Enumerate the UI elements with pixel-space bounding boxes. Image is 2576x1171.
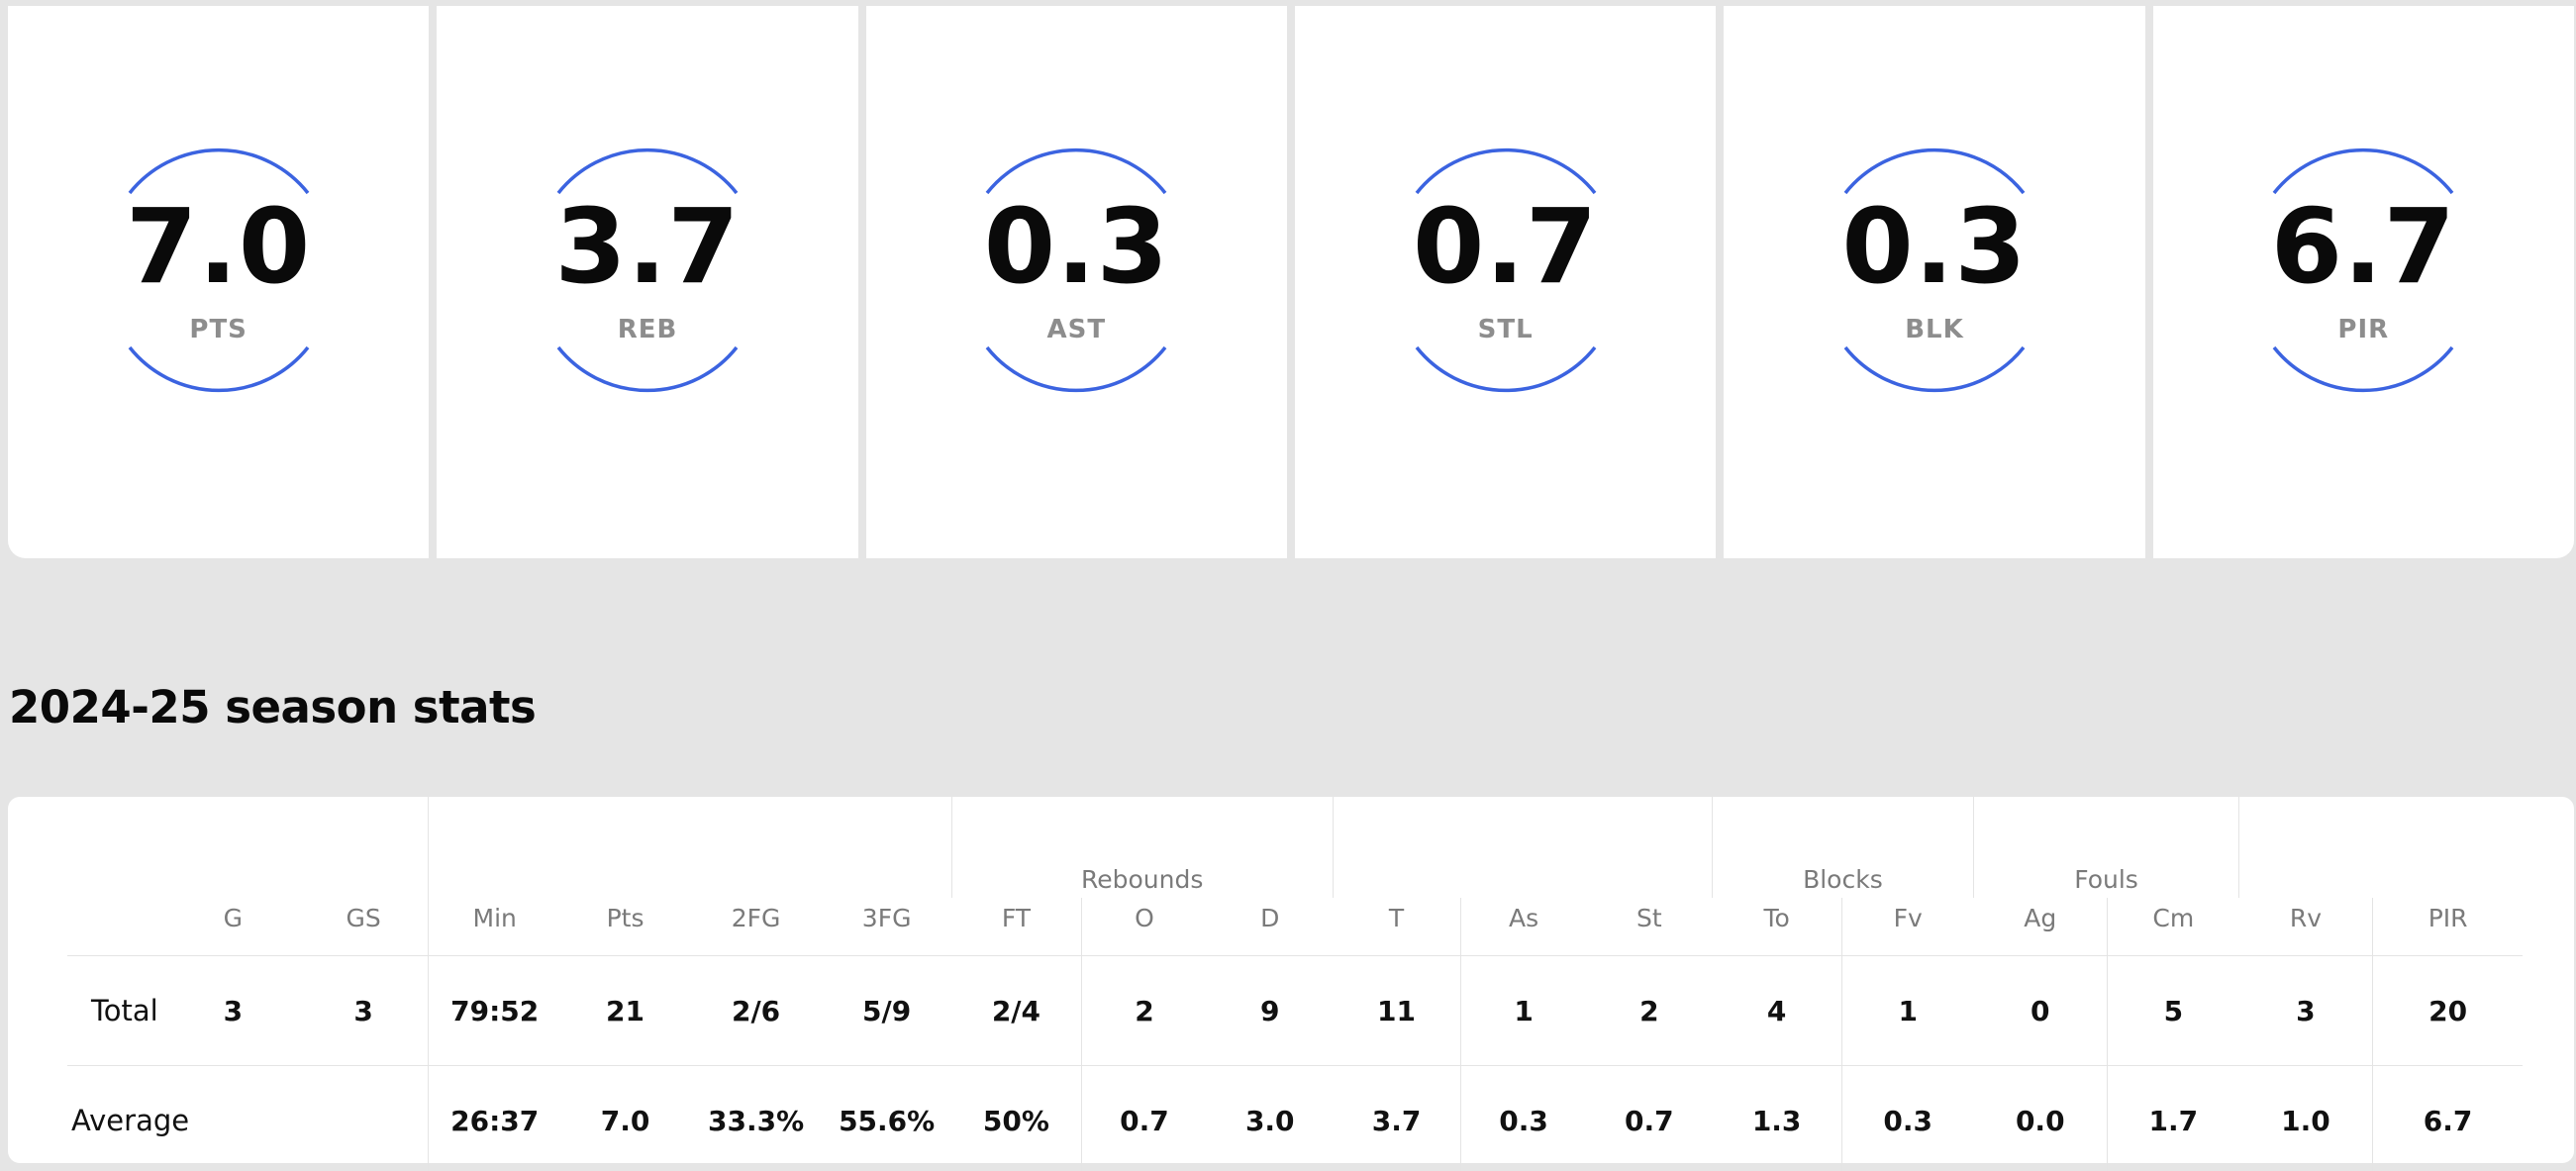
stat-label: REB	[617, 315, 678, 344]
table-cell: 5	[2107, 955, 2239, 1066]
section-title: 2024-25 season stats	[9, 681, 537, 733]
stat-card-pts: 7.0 PTS	[8, 6, 430, 558]
gauge-arcs-icon	[985, 147, 1167, 393]
table-cell: 26:37	[428, 1065, 560, 1171]
table-cell: 0.0	[1973, 1065, 2108, 1171]
column-header: Rv	[2289, 904, 2322, 932]
group-header-fouls: Fouls	[1972, 797, 2239, 898]
column-header: Pts	[606, 904, 644, 932]
column-header: To	[1763, 904, 1790, 932]
group-header-blocks: Blocks	[1711, 797, 1974, 898]
table-cell: 11	[1333, 955, 1461, 1066]
table-cell: 3	[298, 955, 429, 1066]
table-cell: 0	[1973, 955, 2108, 1066]
season-stats-table-card: Rebounds Blocks Fouls G GS Min Pts 2FG 3…	[8, 797, 2574, 1171]
column-header: Fv	[1840, 898, 1974, 956]
table-cell: 3.0	[1207, 1065, 1334, 1171]
table-cell	[298, 1065, 429, 1171]
gauge-arcs-icon	[128, 147, 310, 393]
table-cell: 7.0	[560, 1065, 691, 1171]
row-label: Total	[67, 955, 167, 1066]
table-cell: 1.0	[2238, 1065, 2373, 1171]
column-header: G	[223, 904, 244, 932]
table-cell: 1.3	[1712, 1065, 1842, 1171]
table-cell: 1	[1459, 955, 1587, 1066]
table-cell: 21	[560, 955, 691, 1066]
table-cell: 2	[1586, 955, 1713, 1066]
stat-value: 3.7	[554, 186, 741, 307]
column-header: T	[1388, 904, 1405, 932]
column-header: D	[1260, 904, 1280, 932]
column-header: Ag	[2024, 904, 2057, 932]
stat-value: 0.3	[983, 186, 1169, 307]
column-header: 3FG	[861, 904, 912, 932]
column-header: GS	[346, 904, 381, 932]
table-row-average: Average 26:37 7.0 33.3% 55.6% 50% 0.7 3.…	[67, 1065, 2523, 1171]
stat-label: PIR	[2337, 315, 2390, 344]
group-header-rebounds: Rebounds	[950, 797, 1334, 898]
table-cell: 3.7	[1333, 1065, 1461, 1171]
stat-card-pir: 6.7 PIR	[2152, 6, 2574, 558]
column-header: As	[1459, 898, 1587, 956]
table-cell: 2/4	[951, 955, 1082, 1066]
table-cell: 6.7	[2372, 1065, 2523, 1171]
table-cell: 1.7	[2107, 1065, 2239, 1171]
stat-label: AST	[1046, 315, 1107, 344]
table-cell: 55.6%	[822, 1065, 952, 1171]
table-cell: 3	[2238, 955, 2373, 1066]
stat-card-reb: 3.7 REB	[437, 6, 858, 558]
table-cell: 0.7	[1586, 1065, 1713, 1171]
column-header: FT	[1001, 904, 1032, 932]
stat-label: STL	[1477, 315, 1534, 344]
table-cell: 50%	[951, 1065, 1082, 1171]
gauge-arcs-icon	[1843, 147, 2026, 393]
stat-value: 6.7	[2270, 186, 2456, 307]
column-header-row: G GS Min Pts 2FG 3FG FT O D T As St To F…	[67, 898, 2523, 956]
column-header: St	[1635, 904, 1662, 932]
table-cell: 33.3%	[690, 1065, 823, 1171]
group-header-row: Rebounds Blocks Fouls	[67, 797, 2523, 898]
table-cell: 0.7	[1080, 1065, 1208, 1171]
column-header: 2FG	[731, 904, 781, 932]
table-row-total: Total 3 3 79:52 21 2/6 5/9 2/4 2 9 11 1 …	[67, 955, 2523, 1066]
table-cell: 4	[1712, 955, 1842, 1066]
stat-value: 0.7	[1413, 186, 1599, 307]
stat-label: BLK	[1905, 315, 1964, 344]
stat-value: 7.0	[126, 186, 312, 307]
table-cell: 0.3	[1459, 1065, 1587, 1171]
table-cell: 3	[166, 955, 299, 1066]
table-cell: 20	[2372, 955, 2523, 1066]
stat-value: 0.3	[1841, 186, 2028, 307]
gauge-arcs-icon	[1415, 147, 1597, 393]
column-header: Min	[428, 898, 560, 956]
table-cell: 2	[1080, 955, 1208, 1066]
stat-cards: 7.0 PTS 3.7 REB 0.3 AST 0.7 STL 0.3 BLK …	[8, 6, 2574, 558]
row-label: Average	[67, 1065, 189, 1171]
stat-card-blk: 0.3 BLK	[1724, 6, 2145, 558]
table-cell	[166, 1065, 299, 1171]
table-cell: 2/6	[690, 955, 823, 1066]
table-cell: 0.3	[1840, 1065, 1974, 1171]
column-header: O	[1080, 898, 1208, 956]
table-cell: 5/9	[822, 955, 952, 1066]
stat-card-stl: 0.7 STL	[1294, 6, 1717, 558]
season-stats-table: Rebounds Blocks Fouls G GS Min Pts 2FG 3…	[67, 797, 2523, 1171]
gauge-arcs-icon	[556, 147, 739, 393]
column-header: Cm	[2107, 898, 2239, 956]
gauge-arcs-icon	[2272, 147, 2454, 393]
table-cell: 9	[1207, 955, 1334, 1066]
stat-label: PTS	[189, 315, 248, 344]
column-header: PIR	[2372, 898, 2523, 956]
table-cell: 1	[1840, 955, 1974, 1066]
stat-card-ast: 0.3 AST	[865, 6, 1287, 558]
table-cell: 79:52	[428, 955, 560, 1066]
